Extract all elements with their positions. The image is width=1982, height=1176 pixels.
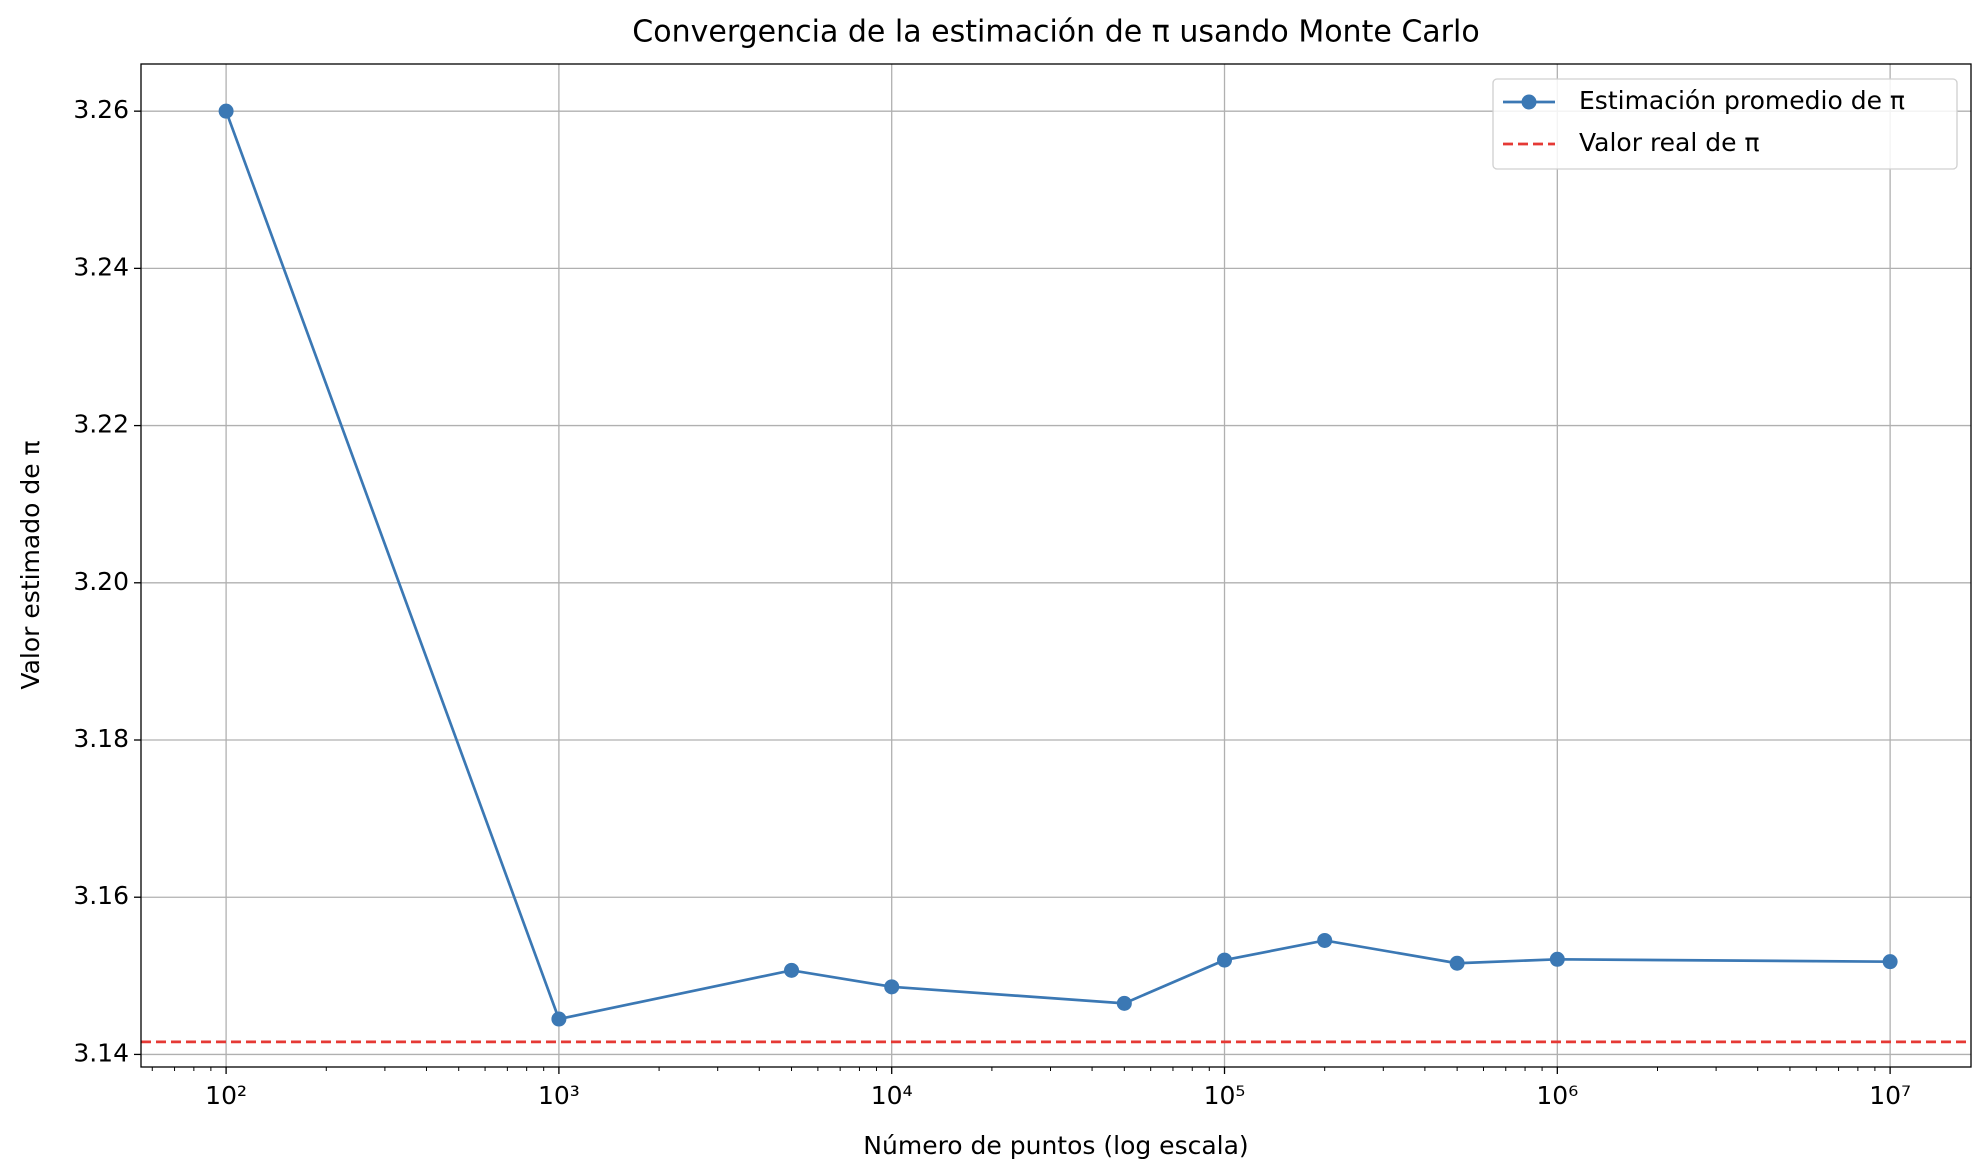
marker — [1317, 932, 1333, 948]
y-tick-label: 3.24 — [73, 252, 129, 281]
marker — [1882, 954, 1898, 970]
x-tick-label: 10⁴ — [871, 1081, 913, 1110]
series-line — [224, 110, 1891, 1021]
y-tick-label: 3.22 — [73, 410, 129, 439]
legend-box — [1492, 78, 1958, 170]
x-tick-label: 10⁶ — [1536, 1081, 1578, 1110]
legend-label: Valor real de π — [1579, 128, 1760, 157]
y-tick-label: 3.16 — [73, 881, 129, 910]
marker — [1217, 952, 1233, 968]
y-tick-label: 3.26 — [73, 95, 129, 124]
y-tick-label: 3.20 — [73, 567, 129, 596]
y-tick-label: 3.18 — [73, 724, 129, 753]
legend: Estimación promedio de π Valor real de π — [1492, 78, 1958, 170]
x-tick-label: 10² — [205, 1081, 247, 1110]
legend-label: Estimación promedio de π — [1579, 86, 1905, 115]
x-tick-label: 10³ — [538, 1081, 580, 1110]
marker — [218, 103, 234, 119]
marker — [1449, 955, 1465, 971]
marker — [551, 1011, 567, 1027]
legend-marker — [1521, 94, 1537, 110]
marker — [1116, 995, 1132, 1011]
marker — [784, 962, 800, 978]
x-axis-label: Número de puntos (log escala) — [863, 1131, 1248, 1160]
x-tick-label: 10⁷ — [1869, 1081, 1911, 1110]
y-tick-label: 3.14 — [73, 1038, 129, 1067]
chart-title: Convergencia de la estimación de π usand… — [632, 15, 1479, 50]
plot-frame — [140, 63, 1972, 1068]
y-axis-label: Valor estimado de π — [16, 440, 45, 689]
marker — [884, 979, 900, 995]
x-tick-label: 10⁵ — [1204, 1081, 1246, 1110]
marker — [1549, 951, 1565, 967]
